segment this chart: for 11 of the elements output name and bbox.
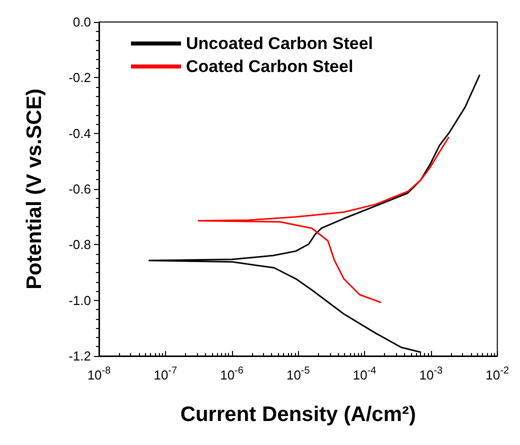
x-axis-title: Current Density (A/cm²) xyxy=(180,403,416,426)
y-tick-label: -0.8 xyxy=(68,237,91,252)
y-tick-label: -1.0 xyxy=(68,292,91,308)
y-axis-title: Potential (V vs.SCE) xyxy=(23,88,46,290)
y-tick-label: 0.0 xyxy=(72,14,91,30)
y-tick-label: -1.2 xyxy=(68,348,91,364)
legend-label: Coated Carbon Steel xyxy=(186,57,354,76)
y-tick-label: -0.2 xyxy=(68,70,91,86)
y-tick-label: -0.4 xyxy=(68,126,91,141)
legend-label: Uncoated Carbon Steel xyxy=(186,34,374,53)
y-tick-label: -0.6 xyxy=(68,182,91,196)
